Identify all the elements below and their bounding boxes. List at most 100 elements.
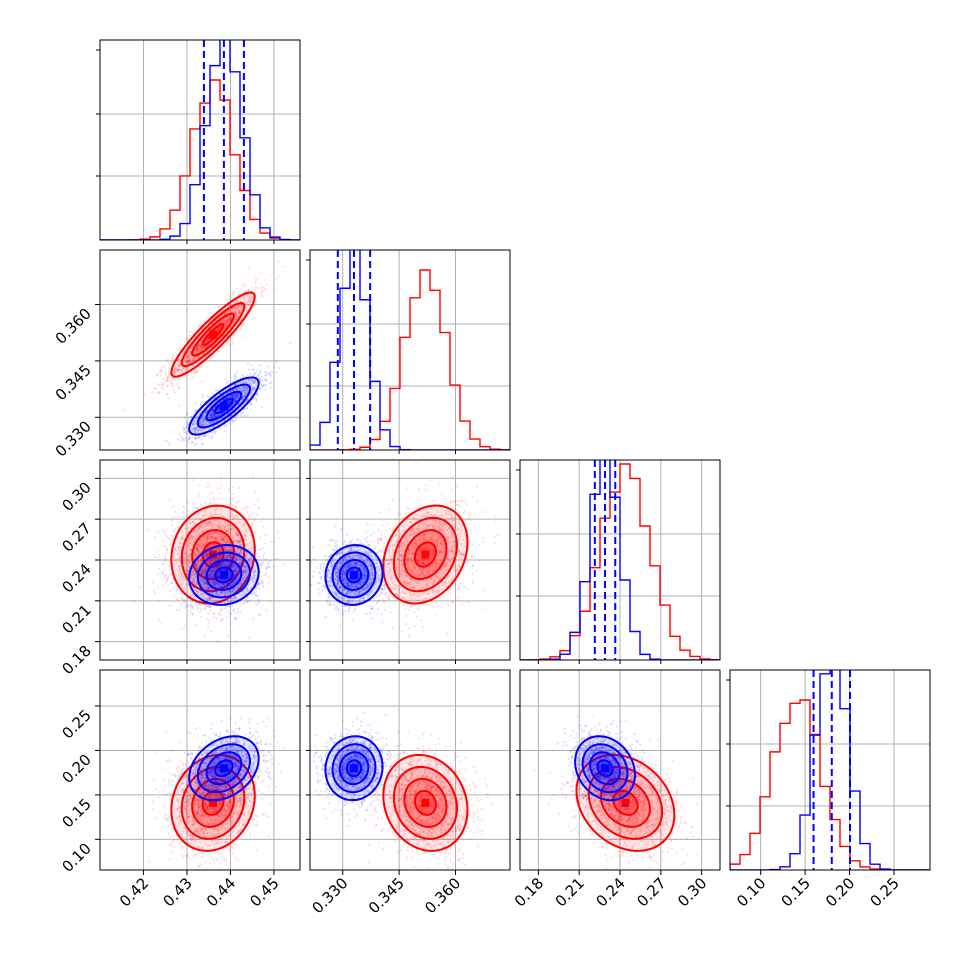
scatter-point [229, 390, 232, 393]
scatter-point [189, 540, 192, 543]
scatter-point [229, 562, 232, 566]
scatter-point [202, 514, 205, 518]
scatter-point [181, 583, 184, 586]
scatter-point [212, 597, 216, 600]
scatter-point [249, 542, 252, 545]
scatter-point [232, 577, 235, 580]
scatter-point [238, 381, 242, 384]
scatter-point [261, 560, 264, 563]
scatter-point [209, 420, 212, 424]
scatter-point [203, 417, 206, 420]
scatter-point [181, 370, 184, 373]
scatter-point [185, 569, 188, 572]
scatter-point [240, 327, 243, 330]
scatter-point [206, 625, 210, 628]
scatter-point [186, 442, 189, 445]
scatter-point [250, 364, 253, 367]
scatter-point [239, 594, 242, 598]
scatter-point [162, 383, 165, 387]
scatter-point [166, 393, 169, 396]
scatter-point [219, 614, 222, 617]
scatter-point [242, 553, 245, 556]
scatter-point [203, 570, 206, 573]
scatter-point [197, 561, 200, 564]
scatter-point [151, 581, 154, 584]
scatter-point [209, 537, 212, 540]
scatter-point [269, 600, 272, 603]
scatter-point [243, 591, 246, 594]
scatter-point [195, 443, 198, 446]
scatter-point [248, 514, 251, 517]
scatter-point [215, 565, 218, 568]
scatter-point [238, 312, 241, 315]
scatter-point [141, 417, 144, 420]
scatter-point [188, 542, 191, 545]
scatter-point [237, 309, 240, 312]
scatter-point [218, 521, 221, 524]
scatter-point [229, 317, 232, 320]
scatter-point [244, 394, 247, 397]
scatter-point [260, 520, 263, 523]
scatter-point [194, 372, 197, 375]
scatter-point [215, 487, 218, 490]
scatter-point [180, 516, 183, 519]
scatter-point [264, 542, 267, 545]
scatter-point [228, 555, 231, 558]
scatter-point [207, 574, 210, 577]
scatter-point [188, 361, 191, 364]
scatter-point [221, 617, 224, 621]
scatter-point [243, 533, 247, 536]
scatter-point [211, 435, 214, 438]
scatter-point [235, 397, 238, 400]
scatter-point [230, 555, 233, 558]
scatter-point [224, 430, 227, 433]
scatter-point [189, 610, 192, 614]
scatter-point [182, 560, 185, 563]
scatter-point [233, 546, 236, 549]
scatter-point [237, 305, 240, 308]
scatter-point [200, 524, 203, 527]
scatter-point [226, 320, 229, 323]
scatter-point [257, 392, 260, 395]
scatter-point [244, 538, 247, 541]
scatter-point [241, 305, 244, 308]
scatter-point [261, 562, 264, 565]
scatter-point [217, 327, 220, 330]
scatter-point [248, 299, 251, 302]
scatter-point [158, 600, 161, 603]
scatter-point [159, 370, 162, 373]
scatter-point [215, 599, 218, 602]
scatter-point [208, 573, 211, 576]
scatter-point [205, 566, 209, 569]
scatter-point [216, 640, 219, 643]
scatter-point [185, 591, 188, 594]
scatter-point [222, 587, 225, 590]
scatter-point [226, 586, 229, 589]
scatter-point [233, 394, 236, 397]
scatter-point [256, 552, 259, 555]
scatter-point [218, 556, 221, 560]
scatter-point [234, 559, 237, 562]
scatter-point [234, 580, 237, 583]
scatter-point [188, 349, 191, 352]
scatter-point [221, 498, 224, 501]
scatter-point [214, 414, 217, 417]
scatter-point [257, 587, 260, 590]
scatter-point [203, 419, 206, 422]
scatter-point [237, 588, 240, 591]
scatter-point [234, 393, 237, 396]
scatter-point [193, 573, 196, 576]
scatter-point [168, 565, 171, 568]
scatter-point [225, 529, 228, 533]
scatter-point [232, 321, 235, 324]
scatter-point [174, 453, 176, 455]
scatter-point [209, 512, 212, 515]
scatter-point [221, 592, 224, 595]
scatter-point [192, 541, 195, 544]
scatter-point [235, 330, 238, 333]
scatter-point [177, 546, 180, 549]
scatter-point [178, 355, 181, 359]
scatter-point [229, 531, 233, 535]
scatter-point [213, 406, 216, 409]
scatter-point [195, 437, 198, 440]
